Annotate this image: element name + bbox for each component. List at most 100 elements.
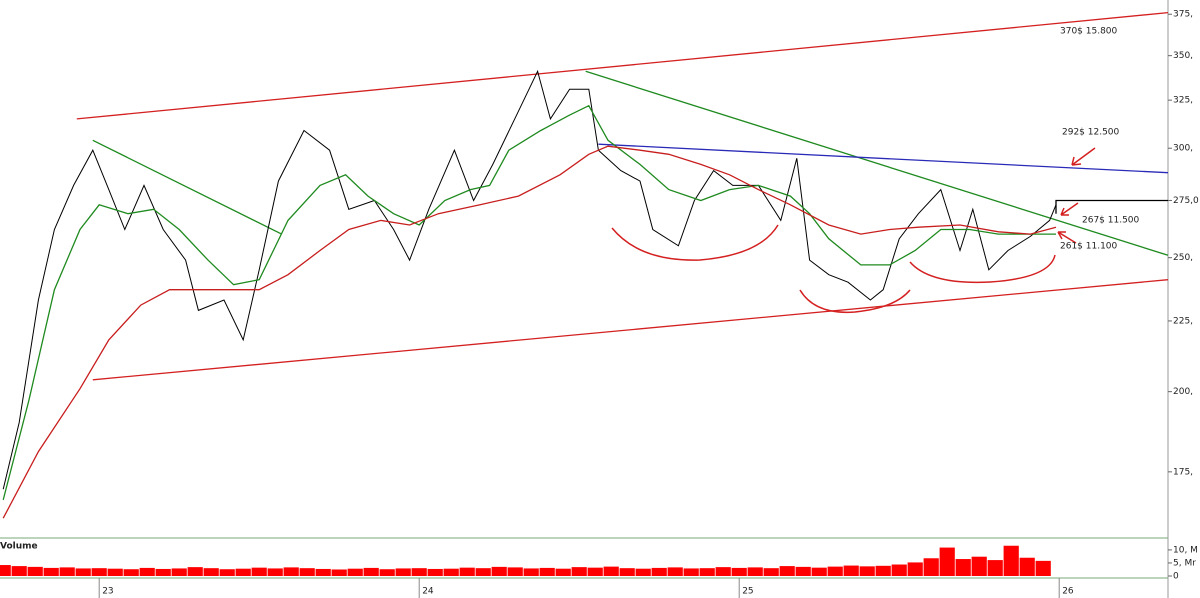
- volume-bar: [1019, 557, 1035, 576]
- volume-bar: [491, 566, 507, 576]
- volume-bar: [11, 566, 27, 576]
- volume-bar: [379, 569, 395, 576]
- volume-bar: [779, 566, 795, 576]
- volume-bar: [523, 568, 539, 576]
- volume-bar: [747, 567, 763, 576]
- x-tick-label: 25: [742, 587, 753, 597]
- volume-bar: [907, 562, 923, 576]
- volume-bar: [427, 568, 443, 576]
- arc: [611, 224, 779, 261]
- volume-bar: [619, 568, 635, 576]
- volume-bar: [795, 566, 811, 576]
- price-line: [2, 69, 1057, 490]
- volume-bar: [171, 568, 187, 576]
- y-tick-label: 350,: [1173, 51, 1193, 61]
- volume-bar: [603, 566, 619, 576]
- arrow: [1060, 202, 1079, 216]
- volume-bar: [107, 568, 123, 576]
- volume-bar: [811, 567, 827, 576]
- y-tick-label: 275,0: [1173, 196, 1199, 206]
- moving-average: [2, 104, 1056, 501]
- y-tick-label: 200,: [1173, 387, 1193, 397]
- volume-bar: [443, 568, 459, 576]
- annotation: 370$ 15.800: [1060, 27, 1118, 37]
- volume-bar: [59, 567, 75, 576]
- moving-average: [2, 145, 1057, 519]
- volume-bar: [299, 568, 315, 576]
- volume-bar: [347, 568, 363, 576]
- volume-bar: [395, 568, 411, 576]
- y-tick-label: 250,: [1173, 253, 1193, 263]
- y-tick-label: 325,: [1173, 96, 1193, 106]
- volume-bar: [699, 568, 715, 576]
- y-tick-label: 5, Mr: [1173, 558, 1196, 568]
- annotation: 267$ 11.500: [1082, 216, 1140, 226]
- volume-bar: [651, 567, 667, 576]
- plot: 375, 350, 325, 300, 275,0 250, 225, 200, 175, 370…: [0, 10, 1199, 598]
- volume-bar: [731, 567, 747, 576]
- volume-bar: [475, 568, 491, 576]
- volume-bar: [539, 567, 555, 576]
- volume-bar: [139, 567, 155, 576]
- volume-bar: [411, 568, 427, 576]
- volume-bar: [459, 567, 475, 576]
- volume-bar: [1035, 560, 1051, 576]
- volume-bar: [971, 556, 987, 576]
- arc: [799, 289, 911, 314]
- volume-bar: [587, 567, 603, 576]
- volume-bar: [363, 567, 379, 576]
- y-tick-label: 375,: [1173, 10, 1193, 20]
- volume-bar: [507, 567, 523, 576]
- panel-title: Volume: [0, 542, 38, 552]
- trend-line: [598, 143, 1169, 174]
- volume-bar: [235, 568, 251, 576]
- volume-bar: [283, 567, 299, 576]
- trend-line: [92, 279, 1169, 381]
- volume-bar: [203, 568, 219, 576]
- volume-bar: [571, 567, 587, 576]
- volume-bar: [267, 568, 283, 576]
- volume-bar: [155, 568, 171, 576]
- x-tick-label: 26: [1062, 587, 1074, 597]
- volume-bar: [939, 547, 955, 576]
- volume-bar: [123, 569, 139, 576]
- volume-bar: [75, 568, 91, 576]
- y-tick-label: 175,: [1173, 467, 1193, 477]
- arc: [909, 254, 1056, 284]
- y-tick-label: 225,: [1173, 316, 1193, 326]
- volume-bar: [923, 558, 939, 576]
- arrow: [1057, 231, 1077, 244]
- y-tick-label: 10, M: [1173, 545, 1198, 555]
- trend-line: [92, 139, 282, 235]
- annotation: 261$ 11.100: [1060, 242, 1118, 252]
- y-tick-label: 0: [1173, 572, 1179, 582]
- trend-line: [585, 70, 1169, 256]
- volume-bar: [683, 568, 699, 576]
- volume-bar: [827, 566, 843, 576]
- x-tick-label: 24: [422, 587, 434, 597]
- volume-bar: [843, 565, 859, 576]
- volume-bar: [555, 568, 571, 576]
- volume-bar: [667, 567, 683, 576]
- volume-bar: [987, 560, 1003, 576]
- trend-line: [1055, 199, 1168, 214]
- volume-bar: [763, 568, 779, 576]
- y-tick-label: 300,: [1173, 144, 1193, 154]
- volume-bar: [251, 567, 267, 576]
- volume-bar: [43, 567, 59, 576]
- volume-bar: [715, 567, 731, 576]
- volume-bar: [315, 568, 331, 576]
- volume-bar: [187, 567, 203, 576]
- volume-bar: [219, 569, 235, 576]
- x-tick-label: 23: [102, 587, 113, 597]
- volume-bar: [875, 565, 891, 576]
- volume-bar: [27, 566, 43, 576]
- volume-bar: [955, 559, 971, 576]
- volume-bar: [635, 568, 651, 576]
- volume-bar: [891, 564, 907, 576]
- arrow: [1071, 147, 1096, 166]
- volume-bar: [331, 569, 347, 576]
- volume-bar: [0, 565, 11, 576]
